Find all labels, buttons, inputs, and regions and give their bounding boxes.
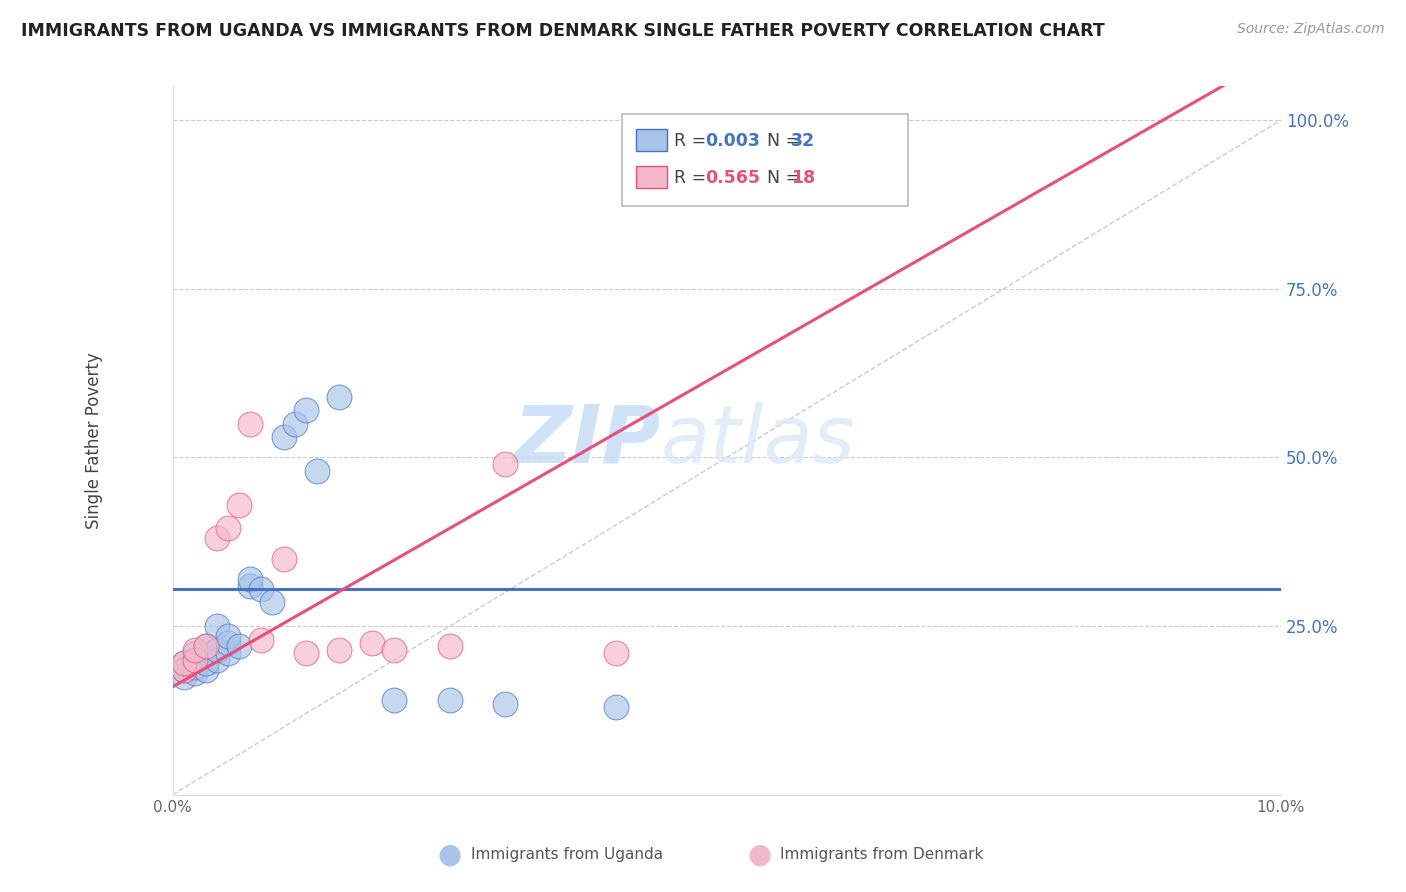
Point [217, 521, 239, 535]
Point [605, 700, 627, 714]
Text: ●: ● [437, 840, 463, 869]
Text: ZIP: ZIP [513, 401, 661, 480]
Point [239, 578, 262, 592]
Point [173, 656, 195, 670]
Point [205, 642, 228, 657]
Point [494, 457, 516, 471]
Point [184, 653, 207, 667]
Text: Immigrants from Denmark: Immigrants from Denmark [780, 847, 984, 862]
Text: 18: 18 [792, 169, 815, 187]
Y-axis label: Single Father Poverty: Single Father Poverty [86, 352, 103, 529]
Point [217, 636, 239, 650]
Point [494, 697, 516, 711]
Point [250, 582, 273, 596]
Point [284, 417, 307, 431]
Text: 0.003: 0.003 [706, 132, 761, 150]
Point [439, 693, 461, 707]
Point [173, 663, 195, 677]
Point [173, 663, 195, 677]
Point [184, 659, 207, 673]
Point [217, 646, 239, 660]
Text: atlas: atlas [661, 401, 855, 480]
Point [195, 656, 218, 670]
Point [262, 595, 284, 609]
Point [328, 642, 350, 657]
Point [184, 642, 207, 657]
Point [228, 498, 250, 512]
Text: R =: R = [675, 169, 711, 187]
Point [205, 653, 228, 667]
Point [184, 646, 207, 660]
Point [228, 640, 250, 654]
Text: 32: 32 [792, 132, 815, 150]
Point [195, 640, 218, 654]
Point [305, 464, 328, 478]
Point [195, 640, 218, 654]
Point [605, 646, 627, 660]
Point [250, 632, 273, 647]
Text: R =: R = [675, 132, 711, 150]
Point [294, 403, 316, 417]
Point [439, 640, 461, 654]
Point [205, 532, 228, 546]
Point [361, 636, 384, 650]
Point [328, 390, 350, 404]
Point [273, 430, 295, 444]
Point [184, 653, 207, 667]
Text: Source: ZipAtlas.com: Source: ZipAtlas.com [1237, 22, 1385, 37]
Point [384, 693, 406, 707]
Point [195, 663, 218, 677]
Point [239, 417, 262, 431]
Point [239, 572, 262, 586]
Text: N =: N = [756, 132, 806, 150]
Text: 0.565: 0.565 [706, 169, 761, 187]
Point [173, 656, 195, 670]
Text: IMMIGRANTS FROM UGANDA VS IMMIGRANTS FROM DENMARK SINGLE FATHER POVERTY CORRELAT: IMMIGRANTS FROM UGANDA VS IMMIGRANTS FRO… [21, 22, 1105, 40]
Text: ●: ● [747, 840, 772, 869]
Point [173, 670, 195, 684]
Point [184, 666, 207, 681]
Point [273, 551, 295, 566]
Point [205, 619, 228, 633]
Point [384, 642, 406, 657]
Point [217, 629, 239, 643]
Text: Immigrants from Uganda: Immigrants from Uganda [471, 847, 664, 862]
Text: N =: N = [756, 169, 806, 187]
Point [294, 646, 316, 660]
